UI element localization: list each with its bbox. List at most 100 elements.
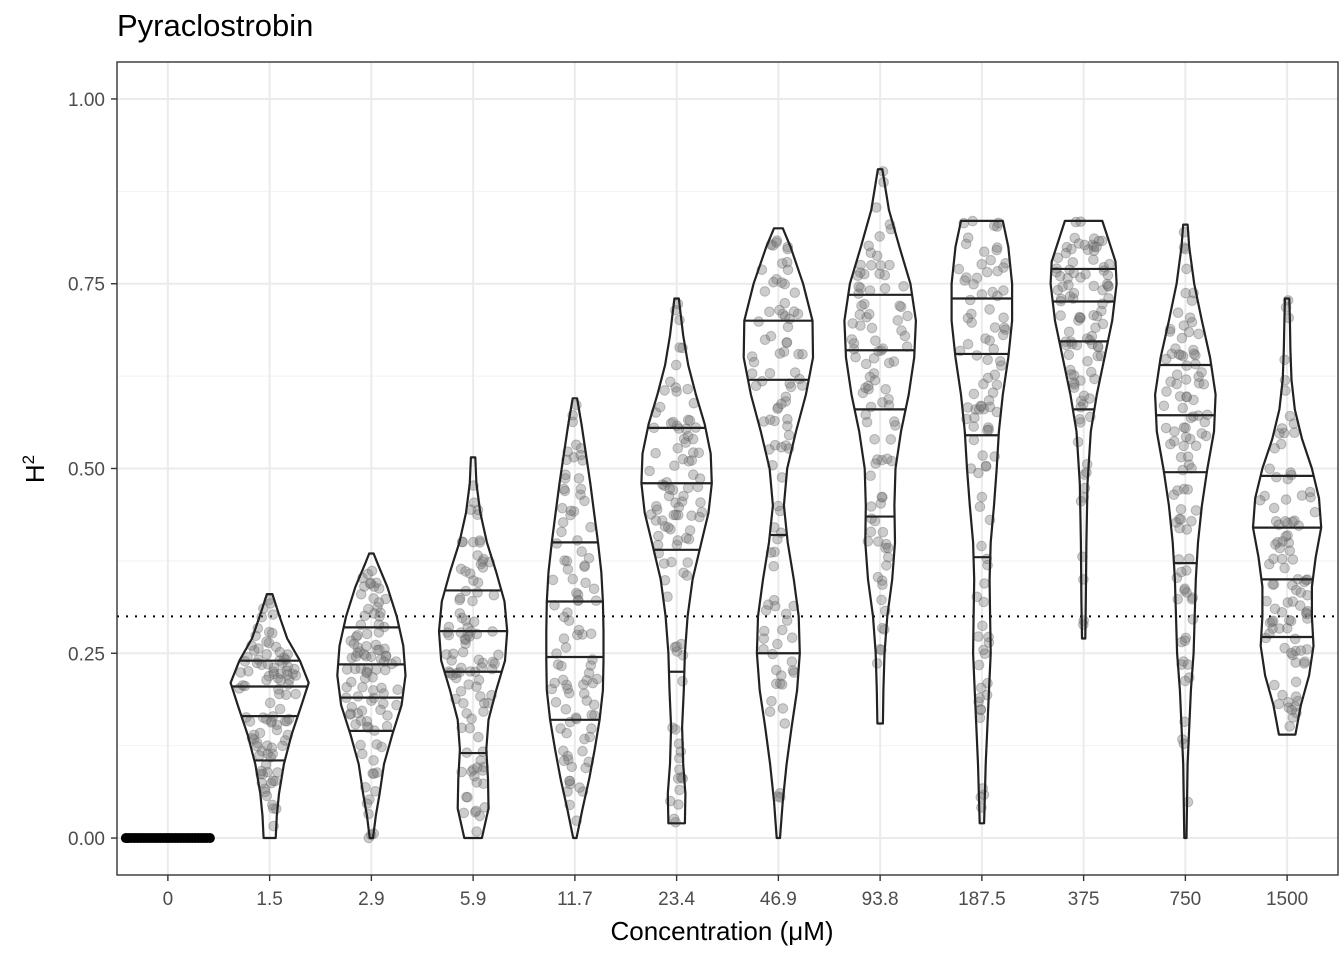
data-point: [894, 300, 906, 312]
data-point: [1060, 247, 1072, 259]
data-point: [973, 631, 984, 642]
data-point: [768, 561, 780, 572]
data-point: [1175, 349, 1187, 361]
data-point: [1199, 416, 1211, 428]
data-point: [372, 644, 383, 656]
data-point: [659, 385, 670, 396]
data-point: [1078, 390, 1090, 402]
data-point: [1178, 320, 1190, 331]
data-point: [1301, 644, 1313, 655]
data-point: [874, 231, 886, 242]
data-point: [579, 560, 591, 571]
data-point: [970, 404, 981, 415]
data-point: [767, 240, 779, 251]
data-point: [995, 356, 1006, 367]
data-point: [890, 420, 901, 431]
data-point: [1180, 431, 1192, 443]
data-point: [262, 659, 274, 670]
data-point: [983, 395, 995, 406]
data-point: [895, 301, 907, 313]
data-point: [666, 556, 677, 568]
data-point: [465, 568, 476, 580]
data-point: [859, 298, 870, 310]
data-point: [877, 579, 888, 591]
data-point: [266, 742, 278, 754]
data-point: [1165, 438, 1176, 450]
data-point: [683, 533, 695, 545]
data-point: [1181, 391, 1192, 403]
data-point: [1069, 379, 1080, 390]
data-point: [487, 656, 499, 668]
data-point: [270, 641, 282, 653]
data-point: [576, 546, 588, 557]
data-point: [556, 526, 567, 538]
data-point: [474, 810, 486, 822]
data-point: [968, 421, 980, 432]
data-point: [352, 642, 364, 653]
data-point: [1067, 257, 1079, 268]
data-point: [473, 654, 485, 666]
data-point: [1182, 659, 1194, 670]
data-point: [472, 587, 483, 598]
data-point: [778, 346, 790, 358]
violin-outline: [1154, 223, 1217, 840]
data-point: [973, 659, 985, 671]
data-point: [681, 570, 693, 581]
data-point: [1304, 486, 1316, 498]
data-point: [1060, 339, 1072, 351]
data-point: [1283, 702, 1294, 713]
data-point: [783, 429, 795, 441]
data-point: [670, 359, 682, 371]
data-point: [588, 699, 600, 711]
data-point: [1283, 537, 1295, 549]
data-point: [876, 454, 888, 466]
x-tick-label: 23.4: [658, 889, 695, 910]
data-point: [1055, 310, 1066, 321]
data-point: [374, 611, 385, 622]
violin-outline: [640, 297, 713, 825]
data-point: [669, 460, 680, 472]
data-point: [1082, 356, 1093, 367]
data-point: [1160, 353, 1172, 365]
data-point: [984, 304, 995, 315]
x-tick-label: 750: [1170, 889, 1202, 910]
data-point: [263, 637, 275, 649]
data-point: [882, 542, 894, 554]
data-point: [678, 490, 689, 502]
data-point: [1102, 280, 1114, 292]
data-point: [854, 309, 866, 321]
data-point: [1295, 587, 1307, 598]
x-tick-label: 1.5: [256, 889, 282, 910]
data-point: [1284, 721, 1295, 732]
data-point: [1294, 600, 1306, 611]
data-point: [980, 461, 992, 472]
data-point: [866, 260, 877, 271]
data-point: [557, 517, 569, 528]
data-point: [863, 383, 874, 395]
data-point: [1175, 514, 1186, 525]
data-point: [987, 387, 999, 399]
data-point: [865, 470, 876, 482]
data-point: [962, 402, 974, 413]
data-point: [1062, 273, 1073, 284]
data-point: [1188, 344, 1199, 356]
data-point: [352, 647, 363, 659]
data-point: [1272, 537, 1283, 548]
data-point: [1268, 502, 1280, 514]
data-point: [665, 376, 676, 388]
data-point: [1093, 235, 1105, 247]
data-point: [852, 270, 864, 282]
data-point: [579, 561, 590, 573]
data-point: [463, 679, 475, 690]
data-point: [361, 641, 372, 652]
data-point: [1180, 422, 1191, 434]
data-point: [1293, 520, 1304, 532]
data-point: [978, 378, 989, 390]
data-point: [898, 281, 909, 292]
data-point: [573, 473, 585, 484]
data-point: [978, 596, 990, 608]
data-point: [1281, 623, 1293, 634]
data-point: [670, 497, 681, 509]
data-point: [953, 263, 965, 275]
data-point: [881, 560, 892, 571]
